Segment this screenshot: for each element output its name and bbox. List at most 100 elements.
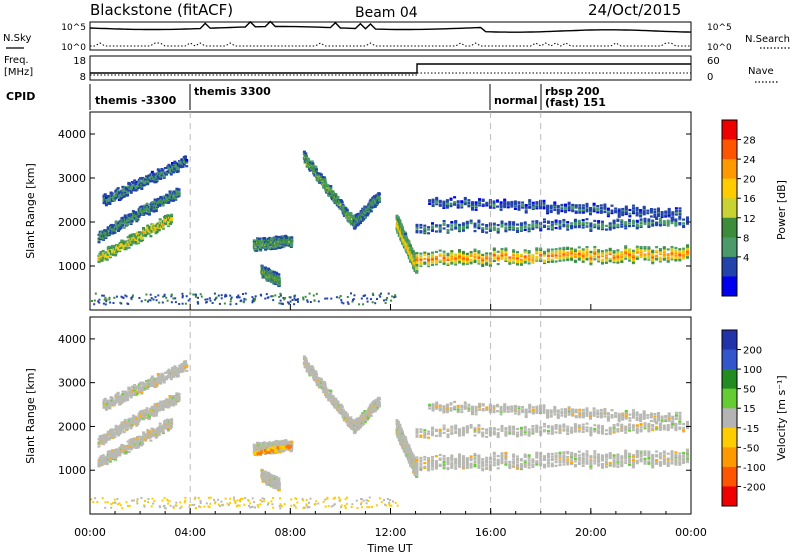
velocity-band-k bbox=[260, 468, 281, 492]
freq-trace bbox=[90, 63, 691, 74]
x-tick-label-5: 20:00 bbox=[575, 526, 607, 539]
noise-left-tick-top: 10^5 bbox=[61, 23, 86, 33]
velocity-colorbar-segment-6 bbox=[722, 447, 737, 468]
x-tick-label-1: 04:00 bbox=[174, 526, 206, 539]
power-colorbar-tick-label-5: 8 bbox=[743, 233, 749, 244]
power-heatmap bbox=[91, 150, 689, 306]
mode-change-lines bbox=[189, 112, 542, 514]
power-colorbar-tick-label-0: 28 bbox=[743, 136, 756, 147]
date-title: 24/Oct/2015 bbox=[588, 1, 681, 19]
power-band-f bbox=[395, 214, 419, 274]
power-colorbar-segment-7 bbox=[722, 256, 737, 277]
velocity-colorbar-segment-8 bbox=[722, 486, 737, 507]
nave-tick-top: 60 bbox=[707, 56, 720, 67]
vel-near-range-scatter bbox=[90, 496, 399, 510]
velocity-colorbar-segment-0 bbox=[722, 330, 737, 351]
freq-panel: Freq. [MHz] 18 8 60 0 Nave bbox=[4, 55, 778, 83]
velocity-colorbar-tick-label-3: 15 bbox=[743, 404, 756, 415]
nave-trace bbox=[90, 72, 691, 76]
velocity-band-d bbox=[302, 355, 356, 431]
x-tick-label-3: 12:00 bbox=[375, 526, 407, 539]
power-band-c bbox=[102, 155, 189, 207]
power-band-h bbox=[415, 215, 689, 235]
power-band-g bbox=[415, 244, 689, 268]
velocity-band-c bbox=[102, 360, 189, 411]
noise-right-tick-bottom: 10^0 bbox=[707, 43, 732, 53]
velocity-colorbar-tick-label-4: -15 bbox=[743, 424, 759, 435]
velocity-heatmap bbox=[90, 355, 689, 510]
velocity-colorbar-segment-3 bbox=[722, 388, 737, 409]
velocity-colorbar-tick-label-7: -200 bbox=[743, 482, 766, 493]
velocity-colorbar-segment-2 bbox=[722, 369, 737, 390]
velocity-colorbar-segment-4 bbox=[722, 408, 737, 429]
noise-search-trace bbox=[90, 42, 691, 47]
power-band-i bbox=[428, 196, 682, 221]
power-panel: Slant Range [km] 1000 2000 3000 4000 bbox=[24, 111, 692, 311]
velocity-band-b bbox=[97, 392, 181, 448]
cpid-segment-1: themis -3300 bbox=[95, 94, 177, 107]
power-colorbar-tick-label-3: 16 bbox=[743, 194, 756, 205]
x-tick-label-4: 16:00 bbox=[475, 526, 507, 539]
power-colorbar-segment-4 bbox=[722, 198, 737, 219]
cpid-segment-5: (fast) 151 bbox=[545, 96, 606, 109]
velocity-colorbar-label: Velocity [m s⁻¹] bbox=[775, 375, 788, 460]
cpid-segment-3: normal bbox=[494, 94, 537, 107]
power-band-e bbox=[352, 192, 381, 230]
power-y-label: Slant Range [km] bbox=[24, 163, 37, 259]
cpid-segment-2: themis 3300 bbox=[194, 85, 271, 98]
velocity-band-e bbox=[352, 396, 381, 435]
noise-left-tick-bottom: 10^0 bbox=[61, 43, 86, 53]
noise-right-label: N.Search bbox=[745, 34, 790, 45]
power-band-a bbox=[97, 213, 174, 264]
power-band-b bbox=[97, 187, 181, 244]
cpid-panel: CPID themis -3300 themis 3300 normal rbs… bbox=[6, 84, 606, 110]
velocity-panel: Slant Range [km] 1000 2000 3000 4000 bbox=[24, 316, 692, 515]
nave-tick-bottom: 0 bbox=[707, 72, 713, 83]
velocity-colorbar-tick-label-6: -100 bbox=[743, 463, 766, 474]
x-tick-label-0: 00:00 bbox=[74, 526, 106, 539]
velocity-y-tick-label-1: 2000 bbox=[58, 420, 86, 433]
noise-panel: N.Sky 10^5 10^0 10^5 10^0 N.Search bbox=[3, 20, 790, 53]
freq-tick-top: 18 bbox=[73, 56, 86, 67]
power-colorbar-segment-2 bbox=[722, 159, 737, 180]
power-band-j bbox=[252, 234, 294, 252]
power-near-range-scatter bbox=[91, 292, 397, 306]
power-colorbar-segment-5 bbox=[722, 217, 737, 238]
power-colorbar-segment-0 bbox=[722, 120, 737, 141]
velocity-colorbar-tick-label-2: 50 bbox=[743, 385, 756, 396]
velocity-y-tick-label-2: 3000 bbox=[58, 377, 86, 390]
velocity-band-g bbox=[415, 448, 689, 472]
station-title: Blackstone (fitACF) bbox=[90, 1, 233, 19]
power-colorbar-segment-3 bbox=[722, 178, 737, 199]
power-y-tick-label-1: 2000 bbox=[58, 216, 86, 229]
cpid-label: CPID bbox=[6, 90, 35, 103]
power-colorbar: 28 24 20 16 12 8 4 Power [dB] bbox=[721, 119, 788, 297]
velocity-colorbar: 200 100 50 15 -15 -50 -100 -200 Velocity [m s⁻¹… bbox=[721, 329, 788, 507]
noise-left-label: N.Sky bbox=[3, 33, 31, 44]
power-colorbar-tick-label-4: 12 bbox=[743, 214, 756, 225]
x-tick-label-6: 00:00 bbox=[675, 526, 707, 539]
power-colorbar-segment-6 bbox=[722, 237, 737, 258]
power-colorbar-tick-label-2: 20 bbox=[743, 175, 756, 186]
velocity-colorbar-segment-5 bbox=[722, 427, 737, 448]
power-colorbar-label: Power [dB] bbox=[775, 180, 788, 240]
x-axis: 00:00 04:00 08:00 12:00 16:00 20:00 00:00 bbox=[74, 304, 707, 539]
velocity-y-label: Slant Range [km] bbox=[24, 368, 37, 464]
velocity-positive-patch bbox=[252, 444, 293, 456]
velocity-band-f bbox=[395, 419, 419, 478]
power-y-tick-label-2: 3000 bbox=[58, 172, 86, 185]
velocity-y-tick-label-0: 1000 bbox=[58, 464, 86, 477]
x-tick-label-2: 08:00 bbox=[274, 526, 306, 539]
nave-label: Nave bbox=[748, 66, 774, 77]
power-colorbar-tick-label-1: 24 bbox=[743, 155, 756, 166]
power-colorbar-segment-1 bbox=[722, 139, 737, 160]
freq-label-line1: Freq. bbox=[4, 55, 29, 66]
power-y-ticks: 1000 2000 3000 4000 bbox=[58, 128, 691, 273]
noise-right-tick-top: 10^5 bbox=[707, 23, 732, 33]
power-colorbar-tick-label-6: 4 bbox=[743, 253, 749, 264]
freq-tick-bottom: 8 bbox=[80, 72, 86, 83]
cpid-segment-4: rbsp 200 bbox=[545, 85, 600, 98]
velocity-colorbar-segment-1 bbox=[722, 349, 737, 370]
noise-sky-trace bbox=[89, 20, 692, 33]
